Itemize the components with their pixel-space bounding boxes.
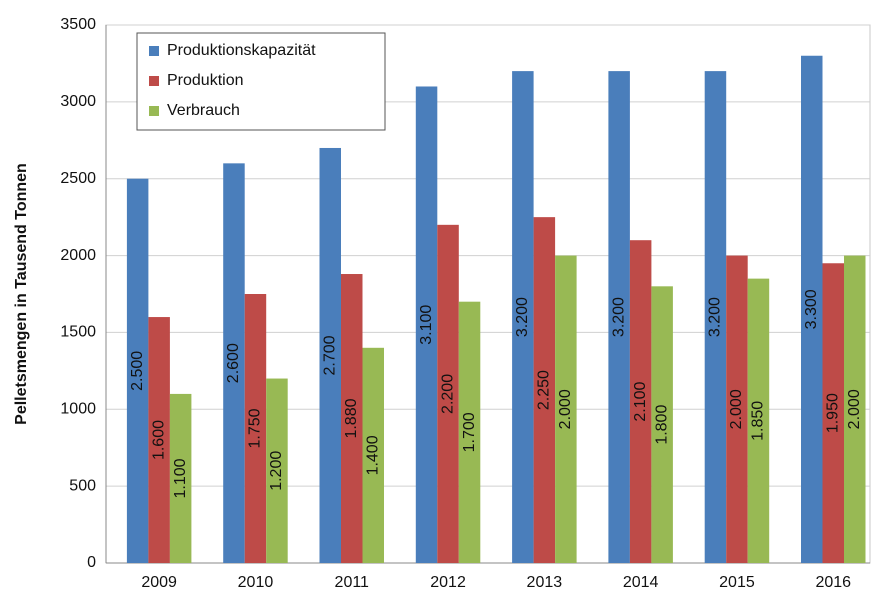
data-label: 2.000: [557, 389, 574, 429]
bar: [341, 274, 363, 563]
bar: [844, 255, 866, 564]
data-label: 1.200: [268, 451, 285, 491]
bar: [629, 240, 652, 563]
y-tick-label: 0: [87, 554, 96, 571]
bar: [726, 255, 748, 564]
data-label: 3.100: [418, 305, 435, 345]
data-label: 1.400: [364, 435, 381, 475]
data-label: 2.000: [846, 389, 863, 429]
data-label: 3.300: [803, 289, 820, 329]
data-label: 2.200: [439, 374, 456, 414]
bar: [533, 217, 556, 563]
legend-marker: [149, 76, 159, 86]
bar: [126, 178, 149, 563]
y-tick-label: 3000: [60, 93, 96, 110]
y-tick-label: 2500: [60, 170, 96, 187]
bar: [169, 393, 192, 563]
bar: [747, 278, 770, 563]
bar: [512, 71, 534, 563]
x-tick-label: 2014: [623, 574, 659, 591]
data-label: 1.850: [750, 401, 767, 441]
data-label: 2.250: [536, 370, 553, 410]
data-label: 2.500: [129, 351, 146, 391]
x-tick-label: 2011: [335, 574, 370, 591]
x-tick-label: 2013: [527, 574, 563, 591]
data-label: 3.200: [514, 297, 531, 337]
bar: [148, 317, 170, 563]
bar: [415, 86, 438, 563]
data-label: 1.100: [172, 458, 189, 498]
bar: [704, 71, 727, 563]
data-label: 2.100: [632, 381, 649, 421]
bar: [437, 224, 459, 564]
x-tick-label: 2015: [719, 574, 755, 591]
legend-label: Verbrauch: [167, 102, 240, 119]
y-tick-label: 500: [69, 477, 96, 494]
y-tick-label: 1500: [60, 324, 96, 341]
data-label: 1.950: [824, 393, 841, 433]
y-tick-label: 2000: [60, 247, 96, 264]
x-tick-label: 2012: [430, 574, 466, 591]
x-tick-label: 2016: [815, 574, 851, 591]
data-label: 1.880: [343, 398, 360, 438]
bar: [458, 301, 481, 563]
data-label: 1.750: [247, 408, 264, 448]
y-axis-label: Pelletsmengen in Tausend Tonnen: [13, 163, 30, 425]
y-tick-label: 3500: [60, 16, 96, 33]
bar: [555, 255, 577, 564]
legend-marker: [149, 106, 159, 116]
bar: [651, 286, 673, 563]
data-label: 2.700: [321, 335, 338, 375]
bar: [266, 378, 288, 563]
legend-label: Produktion: [167, 72, 244, 89]
bar: [801, 55, 823, 563]
bar: [362, 347, 384, 563]
bar: [319, 147, 341, 563]
legend-box: [136, 32, 386, 131]
bar: [822, 263, 844, 563]
data-label: 1.800: [653, 405, 670, 445]
data-label: 3.200: [610, 297, 627, 337]
bar: [223, 163, 245, 564]
data-label: 2.000: [728, 389, 745, 429]
data-label: 2.600: [225, 343, 242, 383]
data-label: 1.700: [461, 412, 478, 452]
data-label: 1.600: [150, 420, 167, 460]
bar: [244, 294, 267, 563]
x-tick-label: 2010: [238, 574, 274, 591]
data-label: 3.200: [707, 297, 724, 337]
x-tick-label: 2009: [141, 574, 177, 591]
bar: [608, 71, 630, 563]
legend-label: Produktionskapazität: [167, 42, 316, 59]
y-tick-label: 1000: [60, 401, 96, 418]
legend-marker: [149, 46, 159, 56]
